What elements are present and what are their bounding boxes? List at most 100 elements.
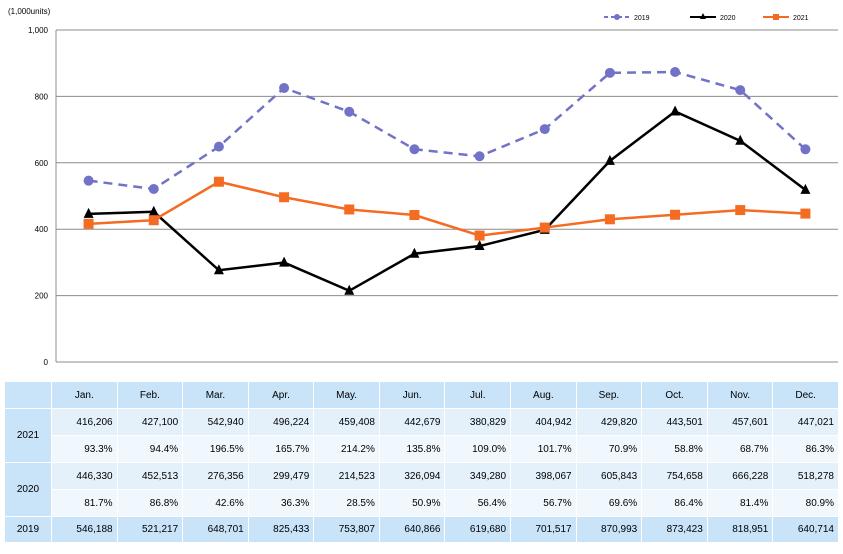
- data-point-2020: [83, 207, 94, 218]
- table-cell: 457,601: [706, 408, 774, 436]
- legend-marker-2020: [700, 13, 706, 19]
- data-point-2020: [800, 183, 811, 194]
- table-cell: 404,942: [510, 408, 577, 436]
- table-cell: 452,513: [116, 462, 184, 490]
- y-tick-label: 200: [35, 292, 49, 301]
- month-header: Sep.: [575, 381, 643, 409]
- table-cell: 446,330: [51, 462, 118, 490]
- table-cell: 36.3%: [247, 489, 315, 517]
- table-cell: 666,228: [706, 462, 774, 490]
- legend-item-2019: 2019: [604, 14, 650, 22]
- month-header: May.: [313, 381, 380, 409]
- data-point-2021: [148, 215, 159, 226]
- data-point-2019: [670, 67, 681, 78]
- data-point-2021: [474, 230, 485, 241]
- table-corner: [4, 381, 52, 409]
- table-cell: 443,501: [641, 408, 708, 436]
- month-header: Apr.: [247, 381, 315, 409]
- month-header: Jun.: [378, 381, 446, 409]
- table-cell: 81.7%: [51, 489, 118, 517]
- table-cell: 42.6%: [182, 489, 249, 517]
- data-point-2021: [539, 222, 550, 233]
- table-cell: 94.4%: [116, 435, 184, 463]
- data-point-2019: [148, 183, 159, 194]
- table-cell: 68.7%: [706, 435, 774, 463]
- table-cell: 101.7%: [510, 435, 577, 463]
- table-cell: 299,479: [247, 462, 315, 490]
- data-point-2021: [735, 205, 746, 216]
- table-cell: 276,356: [182, 462, 249, 490]
- grid-lines: [55, 29, 838, 363]
- unit-label: (1,000units): [8, 7, 51, 16]
- data-point-2021: [800, 208, 811, 219]
- data-point-2021: [604, 214, 615, 225]
- table-cell: 818,951: [706, 516, 774, 543]
- table-cell: 870,993: [575, 516, 643, 543]
- data-point-2021: [670, 209, 681, 220]
- data-point-2019: [279, 82, 290, 93]
- series-line-2019: [88, 70, 807, 191]
- table-cell: 135.8%: [378, 435, 446, 463]
- table-cell: 28.5%: [313, 489, 380, 517]
- table-cell: 427,100: [116, 408, 184, 436]
- table-cell: 349,280: [444, 462, 512, 490]
- table-cell: 69.6%: [575, 489, 643, 517]
- table-cell: 86.4%: [641, 489, 708, 517]
- table-cell: 496,224: [247, 408, 315, 436]
- table-cell: 56.4%: [444, 489, 512, 517]
- table-row-2020-values: 2020 446,330 452,513 276,356 299,479 214…: [4, 462, 839, 517]
- data-point-2019: [735, 85, 746, 96]
- data-point-2020: [735, 134, 746, 145]
- data-point-2021: [344, 204, 355, 215]
- table-cell: 754,658: [641, 462, 708, 490]
- table-cell: 701,517: [510, 516, 577, 543]
- table-cell: 459,408: [313, 408, 380, 436]
- month-header: Nov.: [706, 381, 774, 409]
- month-header: Oct.: [641, 381, 708, 409]
- line-chart: (1,000units) 0 200 400 600 800 1,000 2019 2020…: [8, 7, 838, 367]
- table-cell: 81.4%: [706, 489, 774, 517]
- table-cell: 442,679: [378, 408, 446, 436]
- series-line-2021: [88, 180, 806, 237]
- table-cell: 521,217: [116, 516, 184, 543]
- month-header: Aug.: [510, 381, 577, 409]
- month-header: Mar.: [182, 381, 249, 409]
- table-cell: 86.3%: [772, 435, 839, 463]
- series-2020: [83, 105, 811, 295]
- table-cell: 86.8%: [116, 489, 184, 517]
- data-table: Jan. Feb. Mar. Apr. May. Jun. Jul. Aug. …: [4, 381, 839, 543]
- legend-label-2019: 2019: [634, 15, 650, 22]
- data-point-2019: [539, 124, 550, 135]
- table-cell: 93.3%: [51, 435, 118, 463]
- series-lines: [83, 67, 811, 295]
- table-cell: 542,940: [182, 408, 249, 436]
- table-cell: 398,067: [510, 462, 577, 490]
- year-label: 2021: [4, 408, 52, 463]
- table-cell: 518,278: [772, 462, 839, 490]
- data-point-2021: [83, 218, 94, 229]
- legend-item-2021: 2021: [763, 14, 809, 22]
- y-tick-label: 800: [35, 92, 49, 101]
- data-point-2019: [83, 175, 94, 186]
- data-point-2019: [213, 141, 224, 152]
- table-cell: 380,829: [444, 408, 512, 436]
- table-cell: 619,680: [444, 516, 512, 543]
- legend-label-2021: 2021: [793, 15, 809, 22]
- table-cell: 753,807: [313, 516, 380, 543]
- table-cell: 196.5%: [182, 435, 249, 463]
- data-point-2020: [409, 247, 420, 258]
- table-cell: 214,523: [313, 462, 380, 490]
- table-cell: 326,094: [378, 462, 446, 490]
- table-cell: 640,866: [378, 516, 446, 543]
- data-point-2019: [604, 67, 615, 78]
- month-header: Feb.: [116, 381, 184, 409]
- data-point-2019: [409, 144, 420, 155]
- data-point-2019: [344, 106, 355, 117]
- table-cell: 109.0%: [444, 435, 512, 463]
- legend-label-2020: 2020: [720, 15, 736, 22]
- data-point-2021: [409, 210, 420, 221]
- data-point-2020: [474, 240, 485, 251]
- legend-item-2020: 2020: [690, 13, 736, 22]
- data-point-2020: [344, 284, 355, 295]
- month-header-row: Jan. Feb. Mar. Apr. May. Jun. Jul. Aug. …: [4, 381, 839, 409]
